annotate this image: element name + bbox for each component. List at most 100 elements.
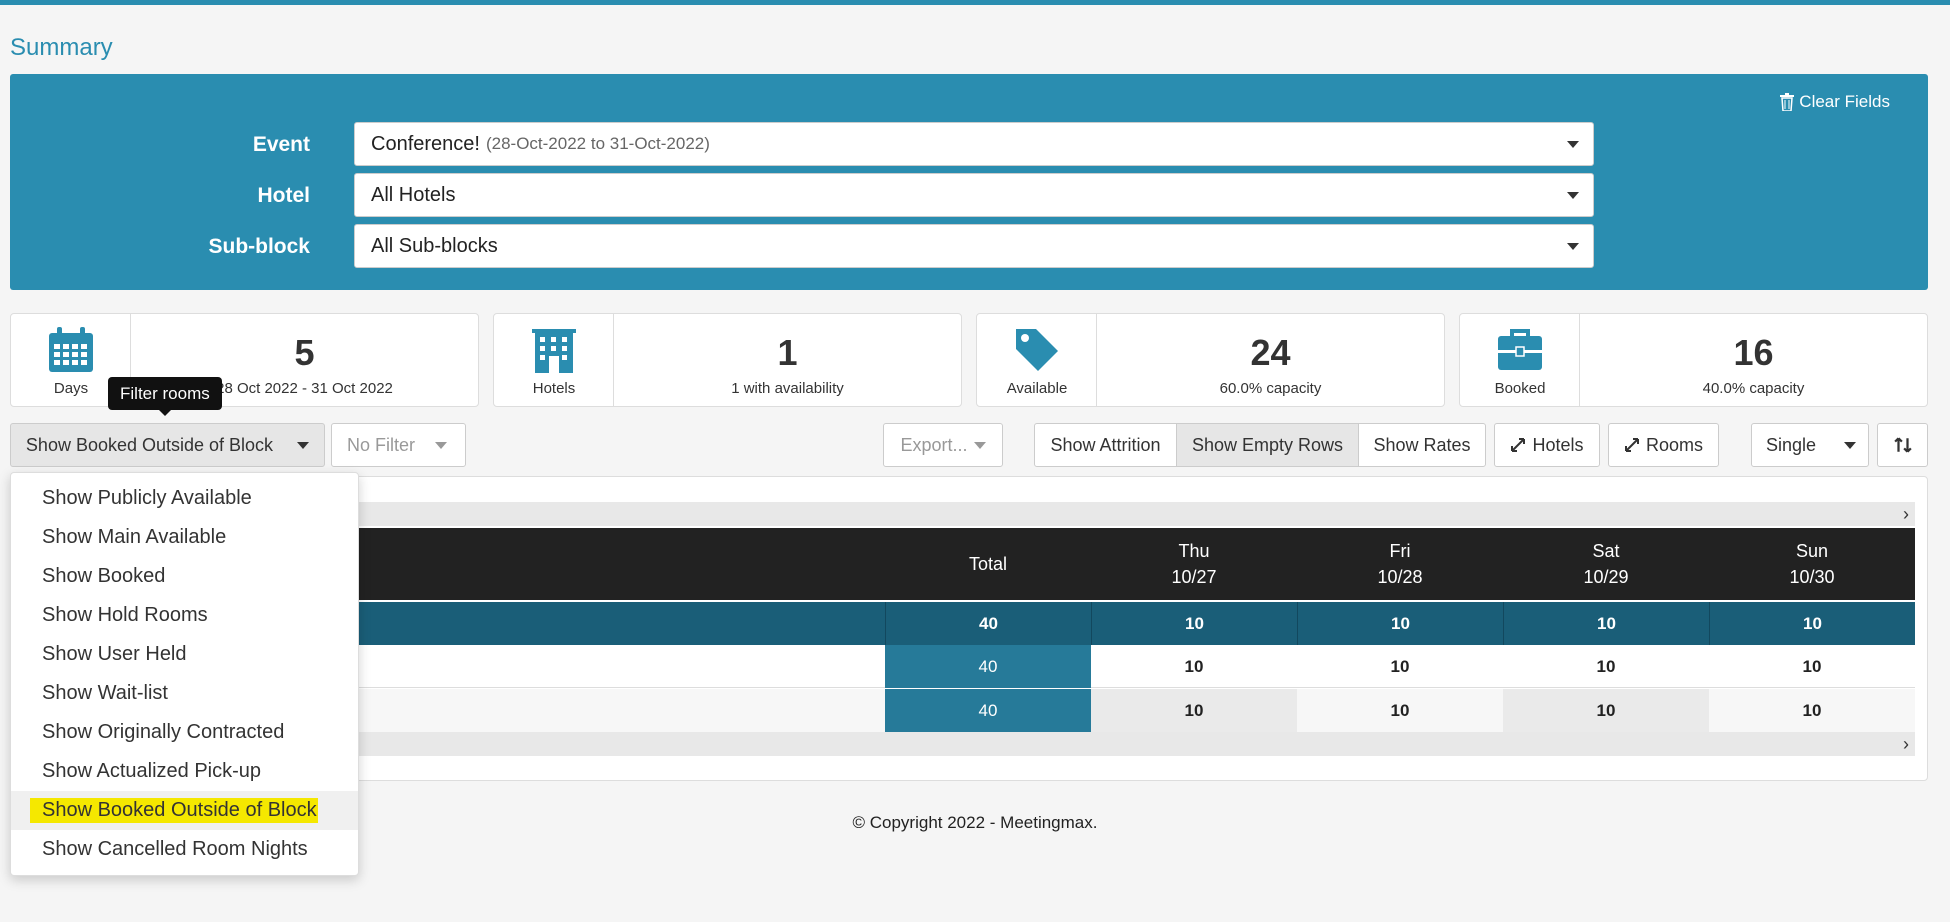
stat-value: 24	[1250, 332, 1291, 373]
chevron-down-icon	[297, 441, 310, 449]
chevron-down-icon	[1567, 192, 1579, 199]
event-date-range: (28-Oct-2022 to 31-Oct-2022)	[485, 134, 710, 153]
filter-rooms-value: Show Booked Outside of Block	[25, 434, 274, 455]
top-accent-bar	[0, 0, 1950, 5]
dropdown-item-label: Show Booked	[42, 565, 166, 587]
stat-value: 1	[777, 332, 798, 373]
subblock-label: Sub-block	[208, 235, 310, 258]
chevron-right-icon[interactable]: ›	[1903, 504, 1909, 524]
event-value: Conference!	[371, 132, 480, 155]
chevron-down-icon	[1567, 243, 1579, 250]
stat-card-days: Days 5 28 Oct 2022 - 31 Oct 2022	[10, 313, 479, 407]
column-header-line2: 10/30	[1789, 567, 1835, 587]
sort-icon	[1893, 437, 1912, 453]
event-select[interactable]: Conference! (28-Oct-2022 to 31-Oct-2022)	[354, 122, 1594, 166]
stat-value: 16	[1733, 332, 1774, 373]
stat-icon-box: Available	[977, 314, 1097, 406]
show-empty-rows-button[interactable]: Show Empty Rows	[1176, 423, 1359, 467]
table-cell: 10	[1802, 700, 1822, 720]
stat-card-available: Available 24 60.0% capacity	[976, 313, 1445, 407]
page-title: Summary	[10, 34, 113, 61]
expand-hotels-button[interactable]: Hotels	[1494, 423, 1600, 467]
hotel-label: Hotel	[257, 184, 311, 207]
dropdown-item[interactable]: Show Originally Contracted	[11, 713, 358, 752]
column-header-line1: Sun	[1795, 541, 1829, 561]
single-select[interactable]: Single	[1751, 423, 1869, 467]
table-cell: 10	[1390, 656, 1410, 676]
trash-icon	[1780, 93, 1795, 111]
column-header-line1: Sat	[1592, 541, 1620, 561]
export-label: Export...	[900, 434, 968, 455]
calendar-icon	[49, 327, 93, 372]
stat-label: Hotels	[532, 380, 576, 397]
chevron-down-icon	[435, 441, 448, 449]
dropdown-item[interactable]: Show Hold Rooms	[11, 596, 358, 635]
rooms-label: Rooms	[1645, 434, 1703, 455]
briefcase-icon	[1498, 329, 1542, 370]
hotels-label: Hotels	[1532, 434, 1584, 455]
table-cell: 10	[1184, 656, 1204, 676]
building-icon	[532, 329, 576, 373]
subblock-value: All Sub-blocks	[371, 234, 498, 257]
table-cell: 10	[1091, 602, 1297, 645]
hotel-value: All Hotels	[371, 183, 456, 206]
column-header-line1: Fri	[1389, 541, 1411, 561]
table-cell: 10	[1802, 656, 1822, 676]
show-attrition-button[interactable]: Show Attrition	[1034, 423, 1177, 467]
chevron-right-icon[interactable]: ›	[1903, 734, 1909, 754]
hotel-select[interactable]: All Hotels	[354, 173, 1594, 217]
table-cell: 10	[1503, 689, 1709, 732]
expand-rooms-button[interactable]: Rooms	[1608, 423, 1719, 467]
column-header-line1: Thu	[1178, 541, 1210, 561]
sort-button[interactable]	[1877, 423, 1928, 467]
column-header: Sun 10/30	[1709, 528, 1915, 600]
dropdown-item[interactable]: Show Booked	[11, 557, 358, 596]
stat-card-hotels: Hotels 1 1 with availability	[493, 313, 962, 407]
copyright-footer: © Copyright 2022 - Meetingmax.	[852, 813, 1098, 832]
table-cell: 40	[885, 689, 1091, 732]
clear-fields-button[interactable]: Clear Fields	[1779, 92, 1890, 112]
show-rates-label: Show Rates	[1373, 434, 1471, 455]
table-cell: 40	[885, 602, 1091, 645]
subblock-select[interactable]: All Sub-blocks	[354, 224, 1594, 268]
dropdown-item[interactable]: Show Actualized Pick-up	[11, 752, 358, 791]
dropdown-item-label: Show Actualized Pick-up	[42, 760, 262, 782]
event-row: Event Conference! (28-Oct-2022 to 31-Oct…	[10, 122, 1928, 166]
stat-value: 5	[294, 332, 315, 373]
column-header: Sat 10/29	[1503, 528, 1709, 600]
export-button[interactable]: Export...	[883, 423, 1003, 467]
column-header: Total	[885, 528, 1091, 600]
stat-card-booked: Booked 16 40.0% capacity	[1459, 313, 1928, 407]
dropdown-item[interactable]: Show User Held	[11, 635, 358, 674]
column-header: Fri 10/28	[1297, 528, 1503, 600]
table-cell: 10	[1297, 602, 1503, 645]
filter-rooms-dropdown: Show Publicly Available Show Main Availa…	[10, 472, 359, 876]
dropdown-item[interactable]: Show Main Available	[11, 518, 358, 557]
event-label: Event	[252, 133, 310, 156]
stat-label: Available	[1006, 380, 1068, 397]
column-header: Thu 10/27	[1091, 528, 1297, 600]
chevron-down-icon	[1567, 141, 1579, 148]
dropdown-item[interactable]: Show Wait-list	[11, 674, 358, 713]
dropdown-item-label: Show User Held	[42, 643, 187, 665]
stat-subtext: 60.0% capacity	[1219, 380, 1322, 397]
dropdown-item-label: Show Hold Rooms	[42, 604, 208, 626]
stat-label: Booked	[1494, 380, 1546, 397]
stat-icon-box: Booked	[1460, 314, 1580, 406]
stat-subtext: 40.0% capacity	[1702, 380, 1805, 397]
dropdown-item-selected[interactable]: Show Booked Outside of Block	[11, 791, 358, 830]
table-cell: 10	[1390, 700, 1410, 720]
no-filter-select[interactable]: No Filter	[331, 423, 466, 467]
stat-icon-box: Days	[11, 314, 131, 406]
stat-subtext: 28 Oct 2022 - 31 Oct 2022	[216, 380, 393, 397]
filter-rooms-select[interactable]: Show Booked Outside of Block	[10, 423, 325, 467]
dropdown-item-label: Show Wait-list	[42, 682, 168, 704]
column-header-line2: 10/28	[1377, 567, 1423, 587]
show-attrition-label: Show Attrition	[1050, 434, 1161, 455]
show-rates-button[interactable]: Show Rates	[1358, 423, 1486, 467]
dropdown-item-label: Show Cancelled Room Nights	[42, 838, 308, 860]
dropdown-item[interactable]: Show Cancelled Room Nights	[11, 830, 358, 869]
dropdown-item[interactable]: Show Publicly Available	[11, 479, 358, 518]
tag-icon	[1016, 329, 1058, 371]
no-filter-label: No Filter	[347, 434, 416, 455]
